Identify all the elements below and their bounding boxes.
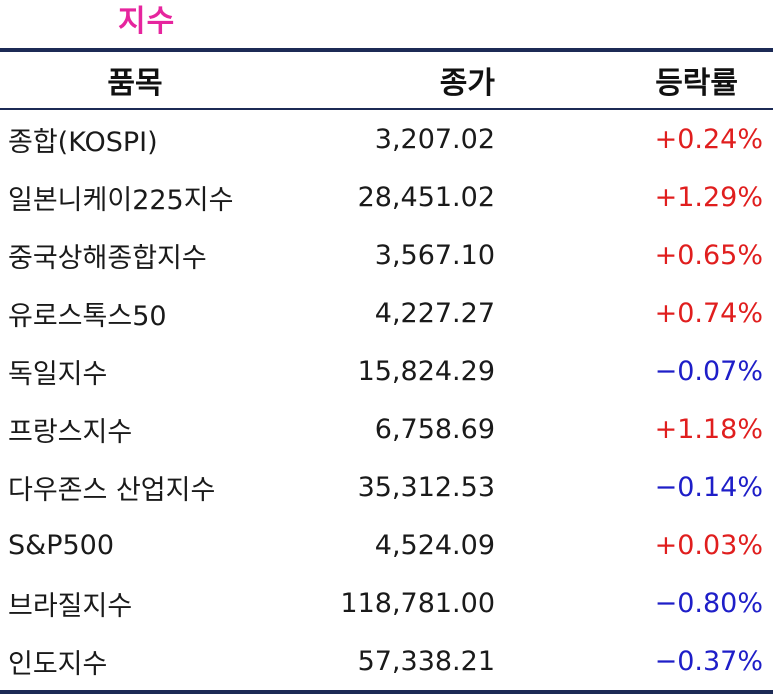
row-name: 독일지수 <box>8 358 108 390</box>
table-bottom-rule <box>0 690 773 694</box>
row-close: 3,567.10 <box>374 239 495 271</box>
header-rule <box>0 108 773 110</box>
row-change: +0.03% <box>654 529 763 561</box>
table-row: 종합(KOSPI) 3,207.02 +0.24% <box>0 110 773 168</box>
row-name: 종합(KOSPI) <box>8 126 158 158</box>
table-header: 품목 종가 등락률 <box>0 52 773 108</box>
row-name: 인도지수 <box>8 648 108 680</box>
row-close: 118,781.00 <box>340 587 495 619</box>
row-change: +1.18% <box>654 413 763 445</box>
row-close: 6,758.69 <box>374 413 495 445</box>
table-top-rule <box>0 48 773 52</box>
table-row: S&P500 4,524.09 +0.03% <box>0 516 773 574</box>
row-name: 프랑스지수 <box>8 416 133 448</box>
row-close: 35,312.53 <box>357 471 495 503</box>
row-close: 57,338.21 <box>357 645 495 677</box>
row-change: −0.07% <box>654 355 763 387</box>
table-row: 유로스톡스50 4,227.27 +0.74% <box>0 284 773 342</box>
row-change: +0.65% <box>654 239 763 271</box>
row-name: S&P500 <box>8 529 115 561</box>
table-row: 독일지수 15,824.29 −0.07% <box>0 342 773 400</box>
row-name: 유로스톡스50 <box>8 300 167 332</box>
table-row: 브라질지수 118,781.00 −0.80% <box>0 574 773 632</box>
header-change: 등락률 <box>655 66 738 101</box>
row-change: −0.14% <box>654 471 763 503</box>
row-name: 일본니케이225지수 <box>8 184 234 216</box>
header-name: 품목 <box>107 66 163 101</box>
row-change: +1.29% <box>654 181 763 213</box>
header-close: 종가 <box>439 66 495 101</box>
table-row: 중국상해종합지수 3,567.10 +0.65% <box>0 226 773 284</box>
row-close: 4,524.09 <box>374 529 495 561</box>
row-change: −0.37% <box>654 645 763 677</box>
row-change: −0.80% <box>654 587 763 619</box>
row-name: 중국상해종합지수 <box>8 242 207 274</box>
index-table: 품목 종가 등락률 종합(KOSPI) 3,207.02 +0.24% 일본니케이22… <box>0 48 773 694</box>
table-body: 종합(KOSPI) 3,207.02 +0.24% 일본니케이225지수 28,451.… <box>0 110 773 690</box>
table-row: 프랑스지수 6,758.69 +1.18% <box>0 400 773 458</box>
row-close: 4,227.27 <box>374 297 495 329</box>
table-row: 일본니케이225지수 28,451.02 +1.29% <box>0 168 773 226</box>
row-close: 28,451.02 <box>357 181 495 213</box>
row-close: 15,824.29 <box>357 355 495 387</box>
row-name: 브라질지수 <box>8 590 133 622</box>
row-name: 다우존스 산업지수 <box>8 474 216 506</box>
table-row: 다우존스 산업지수 35,312.53 −0.14% <box>0 458 773 516</box>
row-change: +0.74% <box>654 297 763 329</box>
section-title: 지수 <box>118 4 176 39</box>
table-row: 인도지수 57,338.21 −0.37% <box>0 632 773 690</box>
row-close: 3,207.02 <box>374 123 495 155</box>
row-change: +0.24% <box>654 123 763 155</box>
